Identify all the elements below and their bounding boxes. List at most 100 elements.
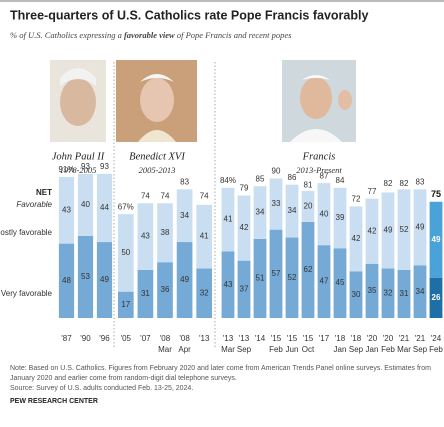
net-label: 87 bbox=[320, 171, 329, 180]
net-label: 81 bbox=[304, 181, 313, 190]
x-tick-label: '21 bbox=[399, 334, 410, 343]
bar-segment bbox=[285, 184, 299, 238]
net-label: 84% bbox=[220, 176, 236, 185]
net-label: 67% bbox=[118, 202, 134, 211]
x-tick-label: '20 bbox=[383, 334, 394, 343]
value-label: 49 bbox=[432, 235, 441, 244]
bar-segment bbox=[413, 265, 427, 318]
bar-segment bbox=[96, 173, 113, 243]
x-tick-label: '13 bbox=[223, 334, 234, 343]
value-label: 43 bbox=[224, 280, 233, 289]
bar-segment bbox=[253, 238, 267, 318]
value-label: 32 bbox=[384, 288, 393, 297]
value-label: 42 bbox=[240, 223, 249, 232]
x-tick-sublabel: Apr bbox=[178, 345, 191, 354]
bar-segment bbox=[221, 251, 235, 318]
net-label: 74 bbox=[161, 191, 170, 200]
bar-segment bbox=[365, 198, 379, 264]
x-tick-label: '08 bbox=[179, 334, 190, 343]
x-tick-sublabel: Mar bbox=[397, 345, 411, 354]
value-label: 34 bbox=[256, 208, 265, 217]
x-tick-label: '14 bbox=[255, 334, 266, 343]
value-label: 34 bbox=[288, 206, 297, 215]
bar-segment bbox=[77, 235, 94, 318]
bar-segment bbox=[333, 187, 347, 249]
value-label: 49 bbox=[100, 275, 109, 284]
value-label: 17 bbox=[121, 300, 130, 309]
net-label: 86 bbox=[288, 173, 297, 182]
series-label: Mostly favorable bbox=[0, 228, 53, 237]
value-label: 37 bbox=[240, 284, 249, 293]
x-tick-label: '21 bbox=[415, 334, 426, 343]
pope-years: 2013-Present bbox=[296, 165, 342, 175]
bar-segment bbox=[397, 189, 411, 270]
x-tick-label: '13 bbox=[239, 334, 250, 343]
x-tick-label: '15 bbox=[271, 334, 282, 343]
value-label: 50 bbox=[121, 248, 130, 257]
bar-segment bbox=[196, 204, 213, 269]
value-label: 48 bbox=[62, 276, 71, 285]
bar-segment bbox=[77, 173, 94, 236]
net-label: 82 bbox=[400, 179, 409, 188]
bar-segment bbox=[269, 178, 283, 230]
value-label: 52 bbox=[288, 273, 297, 282]
x-tick-label: '17 bbox=[319, 334, 330, 343]
x-tick-label: '08 bbox=[160, 334, 171, 343]
subtitle: % of U.S. Catholics expressing a favorab… bbox=[10, 30, 292, 40]
note: Note: Based on U.S. Catholics. Figures f… bbox=[10, 365, 431, 382]
x-tick-label: '20 bbox=[367, 334, 378, 343]
source: PEW RESEARCH CENTER bbox=[10, 398, 98, 405]
subtitle-part: favorable view bbox=[124, 30, 175, 40]
value-label: 52 bbox=[400, 225, 409, 234]
x-tick-label: '96 bbox=[99, 334, 110, 343]
pope-name: Francis bbox=[302, 151, 336, 162]
bar-segment bbox=[157, 203, 173, 263]
photo-john-paul bbox=[50, 60, 106, 142]
x-tick-label: '15 bbox=[287, 334, 298, 343]
x-tick-label: '13 bbox=[199, 334, 210, 343]
bar-segment bbox=[269, 229, 283, 318]
value-label: 57 bbox=[272, 269, 281, 278]
net-label: 82 bbox=[384, 179, 393, 188]
bar-segment bbox=[413, 189, 427, 266]
value-label: 49 bbox=[384, 226, 393, 235]
bar-segment bbox=[58, 243, 75, 318]
net-label: 74 bbox=[141, 191, 150, 200]
value-label: 35 bbox=[368, 286, 377, 295]
bar-segment bbox=[429, 201, 443, 278]
value-label: 45 bbox=[336, 278, 345, 287]
value-label: 30 bbox=[352, 290, 361, 299]
value-label: 43 bbox=[62, 205, 71, 214]
bar-segment bbox=[301, 221, 315, 318]
bar-segment bbox=[365, 263, 379, 318]
bar-segment bbox=[301, 190, 315, 222]
net-sublabel: Favorable bbox=[16, 200, 52, 209]
net-label: 83 bbox=[180, 177, 189, 186]
value-label: 42 bbox=[368, 226, 377, 235]
net-label: 72 bbox=[352, 195, 361, 204]
bar-segment bbox=[381, 192, 395, 269]
value-label: 47 bbox=[320, 277, 329, 286]
value-label: 41 bbox=[224, 215, 233, 224]
x-tick-label: '18 bbox=[351, 334, 362, 343]
pope-years: 1978-2005 bbox=[60, 165, 97, 175]
value-label: 38 bbox=[161, 228, 170, 237]
value-label: 31 bbox=[400, 289, 409, 298]
x-tick-sublabel: Sep bbox=[349, 345, 364, 354]
bar-segment bbox=[349, 271, 363, 318]
bar-segment bbox=[349, 206, 363, 272]
pope-name: Benedict XVI bbox=[129, 151, 185, 162]
value-label: 34 bbox=[180, 211, 189, 220]
x-tick-label: '05 bbox=[121, 334, 132, 343]
x-tick-label: '24 bbox=[431, 334, 442, 343]
x-tick-sublabel: Jun bbox=[286, 345, 299, 354]
bar-segment bbox=[137, 203, 154, 270]
bar-segment bbox=[117, 291, 134, 318]
bar-segment bbox=[381, 268, 395, 318]
bar-segment bbox=[317, 245, 331, 318]
net-label: 85 bbox=[256, 174, 265, 183]
x-tick-label: '15 bbox=[303, 334, 314, 343]
value-label: 42 bbox=[352, 234, 361, 243]
bar-segment bbox=[137, 269, 154, 318]
value-label: 36 bbox=[161, 285, 170, 294]
